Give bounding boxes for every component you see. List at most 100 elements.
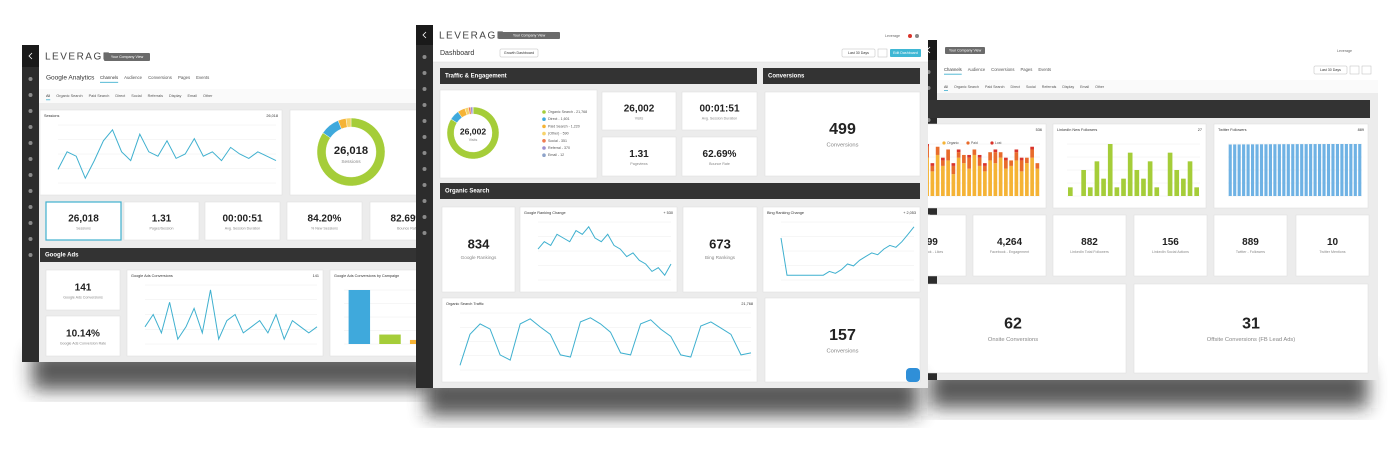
section-title: Conversions (768, 74, 805, 80)
bar (930, 165, 935, 172)
bar (1087, 187, 1093, 196)
settings-icon (915, 34, 919, 38)
nav-icon (28, 237, 33, 241)
bar (993, 163, 998, 196)
kpi-value: 26,018 (68, 214, 99, 225)
chart-total: + 530 (663, 211, 673, 215)
bar (1228, 144, 1232, 196)
bar (983, 163, 987, 166)
card (369, 201, 416, 241)
bar (1286, 144, 1290, 196)
tab: Pages (178, 75, 190, 80)
card (1213, 214, 1288, 277)
chart-title: Google Ranking Change (524, 211, 566, 215)
kpi-value: 31 (1242, 315, 1260, 332)
bar (1242, 144, 1246, 196)
chart-title: Twitter Followers (1218, 128, 1247, 132)
subtab: All (944, 85, 948, 89)
bar (1141, 178, 1146, 196)
donut-segment (345, 117, 352, 128)
bar (409, 339, 416, 344)
kpi-value: 10.14% (66, 329, 100, 340)
chart-title: LinkedIn New Followers (1057, 128, 1097, 132)
bar (956, 149, 961, 153)
kpi-label: Bing Rankings (705, 255, 736, 260)
notification-icon (908, 34, 912, 38)
bar (977, 154, 982, 158)
date-button (1313, 65, 1348, 75)
section-title: Google Ads (45, 253, 79, 259)
company-button-label: Your Company View (513, 33, 546, 37)
chart-total: 889 (1358, 128, 1364, 132)
card (126, 269, 324, 357)
donut-label: Sessions (341, 159, 361, 165)
bar (946, 149, 950, 161)
tab: Events (196, 75, 209, 80)
donut-segment (470, 106, 474, 115)
bar (983, 171, 987, 196)
bar (1067, 187, 1073, 196)
chart-title: Bing Ranking Change (767, 211, 804, 215)
kpi-value: 00:00:51 (222, 214, 262, 225)
bar (967, 168, 971, 196)
dashboard-window: LEVERAGE Your Company View Google Analytic… (22, 45, 416, 362)
nav-icon (422, 183, 427, 187)
bar (1255, 144, 1259, 196)
bar (1014, 152, 1019, 161)
card (45, 269, 121, 311)
bar (1268, 144, 1272, 196)
bar (993, 149, 998, 153)
bar (1025, 157, 1029, 164)
subtab: Organic Search (954, 85, 979, 89)
subtab: All (46, 94, 50, 98)
bar (1009, 160, 1013, 166)
sidebar (22, 45, 39, 362)
collapse-icon (28, 52, 33, 60)
chart-total: 26,018 (266, 114, 278, 118)
bar (998, 152, 1003, 158)
sidebar-toggle (22, 45, 39, 67)
bar (1167, 152, 1173, 196)
chart-title: Google Ads Conversions (131, 274, 173, 278)
card (1052, 214, 1127, 277)
nav-icon (422, 215, 427, 219)
dashboard-dropdown (499, 48, 539, 58)
kpi-label: Conversions (827, 349, 859, 355)
bar (1127, 152, 1133, 196)
bar (977, 165, 982, 196)
subtab: Social (1026, 85, 1036, 89)
collapse-icon (422, 31, 427, 39)
bar (1004, 168, 1008, 196)
card (441, 206, 516, 293)
date-button-label: Last 30 Days (848, 51, 869, 55)
subtab: Email (1080, 85, 1089, 89)
card (441, 297, 758, 383)
bar (1134, 170, 1140, 196)
card (123, 201, 200, 241)
card (762, 206, 921, 293)
kpi-label: Visits (635, 117, 644, 121)
kpi-value: 62 (1004, 315, 1022, 332)
user-menu: Leverage (885, 34, 900, 38)
bar (1318, 144, 1322, 196)
date-button-label: Last 30 Days (1320, 68, 1341, 72)
nav-icon (28, 77, 33, 81)
legend-swatch (542, 117, 546, 121)
dashboard-window: LEVERAGE Your Company View Leverage Dashboa… (416, 25, 928, 388)
chat-button[interactable] (906, 368, 920, 382)
kpi-label: Facebook - Engagement (990, 250, 1029, 254)
company-button (498, 32, 560, 39)
bar (1282, 144, 1286, 196)
legend-swatch (542, 153, 546, 157)
legend-label: Referral - 370 (548, 146, 570, 150)
bar (972, 154, 977, 196)
nav-icon (28, 173, 33, 177)
kpi-value: 4,264 (997, 237, 1022, 248)
section-bar (920, 100, 1370, 118)
bar (1025, 163, 1029, 196)
nav-icon (422, 87, 427, 91)
bar (1121, 178, 1126, 196)
nav-icon (422, 231, 427, 235)
bar (1326, 144, 1331, 196)
